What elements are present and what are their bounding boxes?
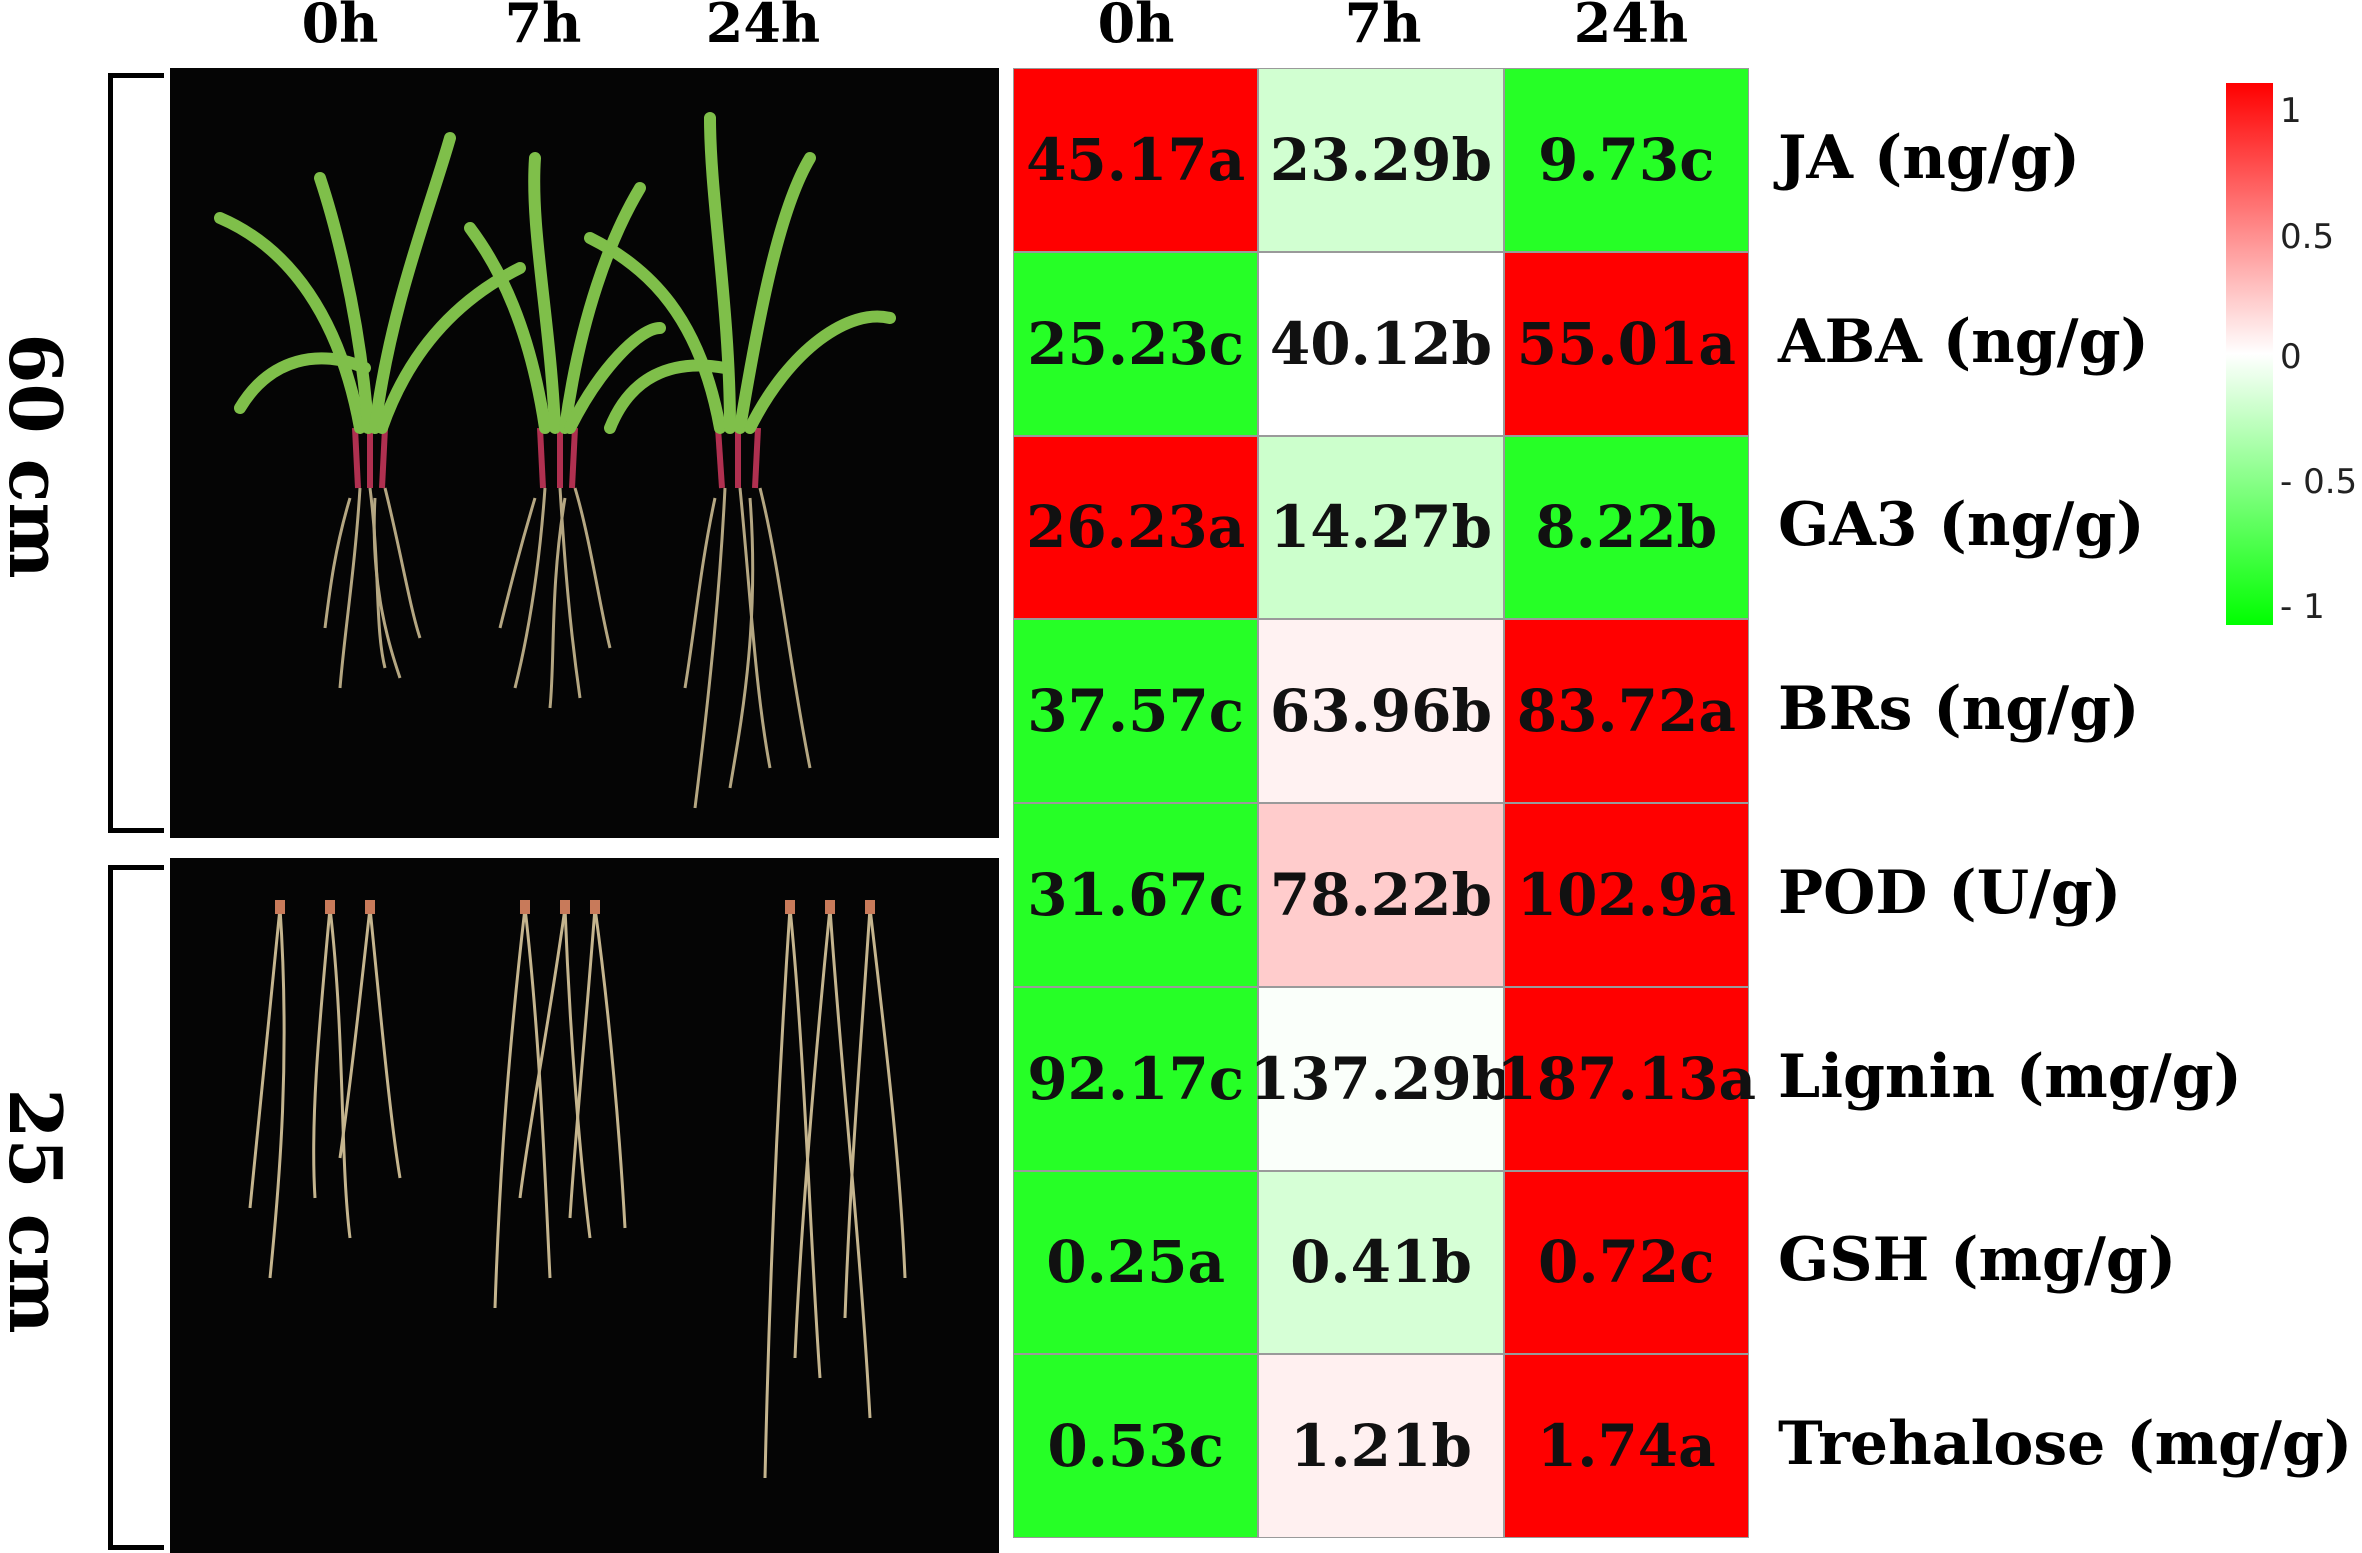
heatmap-cell: 31.67c (1013, 803, 1259, 987)
heatmap-cell: 92.17c (1013, 986, 1259, 1171)
heatmap-cell: 0.72c (1503, 1170, 1749, 1355)
photo-25cm-roots (170, 858, 999, 1553)
roots-illustration (248, 900, 907, 1479)
bracket-60cm (108, 73, 164, 833)
heatmap-cell: 9.73c (1503, 68, 1749, 252)
heatmap-cell: 23.29b (1258, 68, 1504, 252)
heatmap-cell: 1.21b (1258, 1354, 1504, 1538)
heatmap-cell: 45.17a (1013, 68, 1259, 252)
heatmap-cell: 78.22b (1258, 803, 1504, 987)
side-label-25cm: 25 cm (0, 1088, 78, 1334)
photo-time-label-7h: 7h (504, 0, 582, 55)
heatmap-cell: 25.23c (1013, 251, 1259, 436)
color-key-tick: 0 (2280, 337, 2302, 377)
heatmap-row-label: JA (ng/g) (1778, 122, 2081, 193)
heatmap-cell: 0.53c (1013, 1354, 1259, 1538)
heatmap-cell: 1.74a (1503, 1354, 1749, 1538)
heatmap-cell: 187.13a (1497, 986, 1756, 1171)
heatmap-row-label: ABA (ng/g) (1778, 306, 2149, 377)
heatmap-cell: 83.72a (1503, 619, 1749, 803)
heatmap-cell: 0.41b (1258, 1170, 1504, 1355)
heatmap-cell: 137.29b (1250, 986, 1512, 1171)
heatmap-cell: 37.57c (1013, 619, 1259, 803)
color-key-gradient (2226, 83, 2273, 625)
heatmap-cell: 0.25a (1013, 1170, 1259, 1355)
heatmap-time-label-7h: 7h (1344, 0, 1422, 55)
color-key-tick: - 0.5 (2280, 462, 2358, 502)
heatmap-row-label: Trehalose (mg/g) (1778, 1409, 2353, 1480)
color-key-tick: - 1 (2280, 587, 2325, 627)
heatmap-time-label-24h: 24h (1573, 0, 1689, 55)
heatmap-cell: 63.96b (1258, 619, 1504, 803)
heatmap-cell: 102.9a (1503, 803, 1749, 987)
heatmap-row-label: Lignin (mg/g) (1778, 1041, 2242, 1112)
heatmap-row-label: GSH (mg/g) (1778, 1225, 2177, 1296)
heatmap-cell: 40.12b (1258, 251, 1504, 436)
heatmap-row-label: GA3 (ng/g) (1778, 490, 2145, 561)
heatmap-time-label-0h: 0h (1097, 0, 1175, 55)
color-key-tick: 0.5 (2280, 217, 2335, 257)
heatmap-row-label: BRs (ng/g) (1778, 674, 2140, 745)
seedlings-illustration (214, 112, 896, 809)
color-key-tick: 1 (2280, 91, 2302, 131)
photo-60cm-seedlings (170, 68, 999, 838)
heatmap-cell: 14.27b (1258, 435, 1504, 620)
heatmap-cell: 26.23a (1013, 435, 1259, 620)
photo-time-label-0h: 0h (301, 0, 379, 55)
heatmap-row-label: POD (U/g) (1778, 857, 2122, 928)
bracket-25cm (108, 865, 164, 1550)
heatmap-grid: 45.17a 23.29b 9.73c 25.23c 40.12b 55.01a 26.23… (1013, 68, 1756, 1538)
side-label-60cm: 60 cm (0, 333, 78, 579)
heatmap-cell: 55.01a (1503, 251, 1749, 436)
photo-time-label-24h: 24h (705, 0, 821, 55)
heatmap-cell: 8.22b (1503, 435, 1749, 620)
